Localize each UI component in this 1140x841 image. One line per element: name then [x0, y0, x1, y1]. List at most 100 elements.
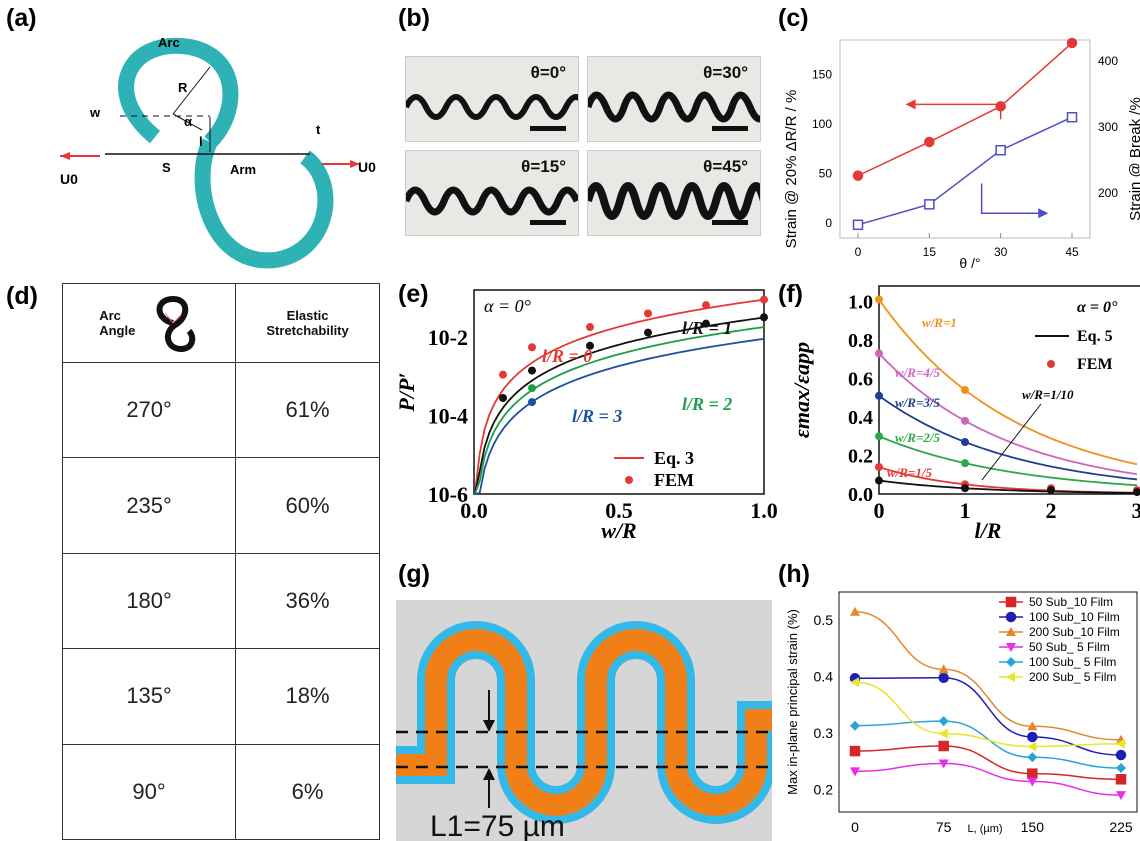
table-row: 270° 61% — [61, 361, 380, 459]
table-row: 135° 18% — [61, 648, 380, 745]
data-point — [1115, 749, 1127, 761]
fem-point — [961, 386, 969, 394]
x-axis-label: w/R — [601, 518, 636, 543]
fem-point — [760, 295, 768, 304]
arc-angle-cell: 235° — [61, 457, 237, 554]
stretchability-cell: 18% — [235, 648, 380, 745]
x-tick-label: 75 — [936, 819, 952, 835]
series-label: l/R = 1 — [682, 318, 732, 338]
data-point — [1116, 763, 1126, 773]
stretchability-cell: 6% — [235, 743, 380, 841]
y-left-axis-label: Strain @ 20% ΔR/R / % — [783, 90, 800, 249]
arc-angle-table: Arc Angle Elastic Stretchability 270° 61%… — [61, 283, 380, 841]
panel-g-serpentine: L1=75 µm — [396, 600, 772, 841]
plot-frame — [473, 289, 765, 495]
header-arc-angle-text: Arc Angle — [99, 308, 136, 338]
y-tick-label: 0.5 — [814, 612, 834, 628]
fem-point — [499, 370, 507, 379]
label-alpha: α — [184, 114, 192, 129]
header-arc-angle: Arc Angle — [61, 283, 237, 363]
y-tick-label: 0.8 — [848, 330, 873, 352]
x-tick-label: 0 — [874, 498, 885, 523]
y-axis-label: Max in-plane principal strain (%) — [785, 609, 800, 795]
annotation: α = 0° — [1077, 299, 1118, 316]
data-point — [1005, 611, 1017, 623]
panel-a-schematic: Arc w R α U0 S l Arm t U0 — [60, 35, 376, 269]
legend-arrowhead-right — [1038, 208, 1049, 219]
fem-point — [702, 319, 710, 328]
panel-label-h: (h) — [778, 560, 810, 588]
fem-point — [528, 398, 536, 407]
label-U0-right: U0 — [358, 159, 376, 175]
y-right-tick-label: 200 — [1098, 186, 1118, 200]
photo-theta-30: θ=30° — [587, 56, 761, 142]
data-point — [850, 767, 860, 777]
plot-frame — [838, 591, 1138, 813]
s-ribbon-top-arc — [118, 37, 239, 148]
data-point — [938, 728, 948, 739]
legend-label: 50 Sub_ 5 Film — [1029, 640, 1110, 654]
y-axis-label: εmax/εapp — [789, 342, 814, 438]
series-line — [854, 681, 1122, 748]
series-line — [857, 42, 1073, 177]
y-tick-label: 0.6 — [848, 368, 873, 390]
fem-point — [961, 438, 969, 446]
x-tick-label: 3 — [1132, 498, 1140, 523]
legend-label: 50 Sub_10 Film — [1029, 595, 1113, 609]
y-tick-label: 10-4 — [428, 404, 468, 429]
x-tick-label: 1.0 — [750, 498, 777, 523]
fem-point — [961, 484, 969, 493]
series-line — [878, 298, 1138, 466]
data-point — [1027, 721, 1038, 731]
legend-label: FEM — [1077, 356, 1113, 373]
scale-bar — [530, 220, 566, 225]
data-point — [1027, 777, 1038, 787]
series-line — [854, 676, 1122, 756]
series-line — [474, 326, 765, 495]
x-tick-label: 150 — [1021, 819, 1045, 835]
y-tick-label: 0.4 — [848, 407, 873, 429]
series-label: l/R = 0 — [542, 346, 592, 366]
table-row: 90° 6% — [61, 743, 380, 841]
data-point — [852, 219, 864, 231]
series-label: w/R=3/5 — [895, 395, 940, 410]
series-label: w/R=1/5 — [887, 465, 932, 480]
fem-point — [586, 323, 594, 332]
label-l: l — [199, 134, 203, 149]
panel-label-b: (b) — [398, 4, 430, 32]
fem-point — [875, 463, 883, 472]
data-point — [1027, 768, 1038, 779]
x-tick-label: 0.0 — [460, 498, 488, 523]
series-line — [854, 720, 1122, 769]
y-tick-label: 0.2 — [848, 445, 873, 467]
photo-theta-0: θ=0° — [405, 56, 579, 142]
photo-theta-label: θ=15° — [521, 157, 566, 176]
data-point — [1027, 752, 1038, 763]
series-label: w/R=1 — [922, 315, 957, 330]
chart-c: 0 15 30 45 0 50 100 150 200 300 400 θ /° Strain @ 20… — [783, 37, 1140, 271]
scale-bar — [712, 220, 748, 225]
fem-point — [528, 343, 536, 352]
data-point — [938, 672, 949, 683]
y-tick-label: 0.3 — [814, 725, 834, 741]
legend-arrow-left — [915, 103, 1002, 120]
photo-theta-45: θ=45° — [587, 150, 761, 236]
y-left-tick-label: 150 — [812, 68, 832, 82]
y-tick-label: 1.0 — [848, 291, 873, 313]
y-left-tick-label: 0 — [825, 216, 832, 230]
panel-label-e: (e) — [398, 280, 429, 308]
dimension-label: L1=75 µm — [430, 810, 565, 841]
legend-label: FEM — [654, 470, 694, 490]
data-point — [924, 136, 935, 148]
table-row: 235° 60% — [61, 457, 380, 554]
series-line — [473, 316, 765, 495]
s-ribbon-bottom-arc — [194, 138, 334, 269]
photo-theta-label: θ=30° — [703, 63, 748, 82]
chart-f: 0 1 2 3 0.0 0.2 0.4 0.6 0.8 1.0 l/R εmax/εapp α = 0°… — [789, 285, 1140, 543]
photo-theta-label: θ=45° — [703, 157, 748, 176]
arc-angle-cell: 90° — [61, 743, 237, 841]
data-point — [849, 745, 861, 757]
stretchability-cell: 60% — [235, 457, 380, 554]
label-S: S — [162, 160, 171, 175]
data-point — [1005, 596, 1017, 608]
